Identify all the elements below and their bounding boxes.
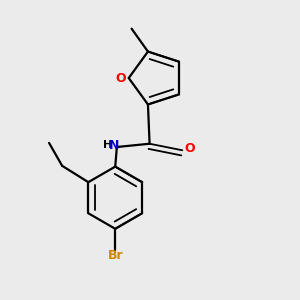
Text: H: H [103,140,112,150]
Text: N: N [108,139,119,152]
Text: O: O [184,142,195,155]
Text: Br: Br [107,249,123,262]
Text: O: O [115,71,126,85]
